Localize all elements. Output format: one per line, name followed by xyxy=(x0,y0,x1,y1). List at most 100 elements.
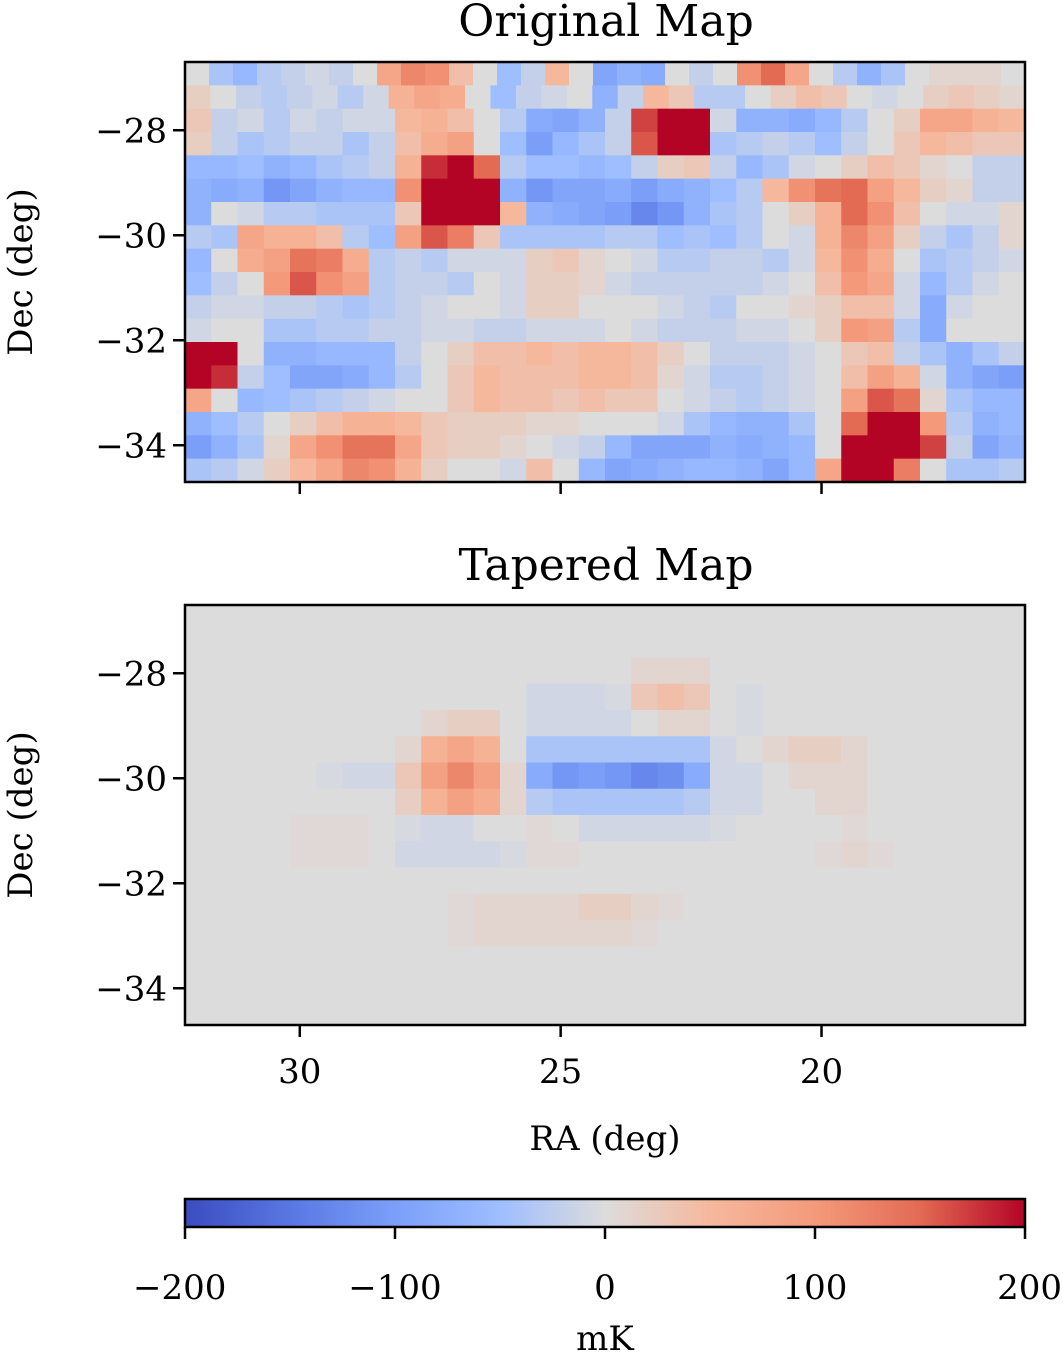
heatmap-cell xyxy=(867,946,895,974)
x-tick-label: 20 xyxy=(800,1052,843,1092)
heatmap-cell xyxy=(920,318,947,343)
heatmap-cell xyxy=(237,762,265,790)
heatmap-cell xyxy=(473,631,501,659)
heatmap-cell xyxy=(762,458,790,483)
heatmap-cell xyxy=(605,998,632,1026)
heatmap-cell xyxy=(788,946,816,974)
heatmap-cell xyxy=(185,683,212,711)
heatmap-cell xyxy=(788,736,816,764)
heatmap-cell xyxy=(736,815,764,842)
heatmap-cell xyxy=(237,946,265,974)
heatmap-cell xyxy=(867,108,895,133)
heatmap-cell xyxy=(867,272,895,296)
heatmap-cell xyxy=(552,155,580,180)
heatmap-cell xyxy=(710,841,737,869)
heatmap-cell xyxy=(526,435,554,460)
heatmap-cell xyxy=(631,202,659,226)
heatmap-cell xyxy=(447,178,475,203)
heatmap-cell xyxy=(290,202,317,226)
heatmap-cell xyxy=(211,815,239,842)
heatmap-cell xyxy=(893,683,921,711)
heatmap-cell xyxy=(500,683,527,711)
heatmap-cell xyxy=(395,683,422,711)
heatmap-cell xyxy=(290,225,317,250)
heatmap-cell xyxy=(631,108,659,133)
heatmap-cell xyxy=(841,225,869,250)
heatmap-cell xyxy=(815,657,842,685)
heatmap-cell xyxy=(500,657,527,685)
heatmap-cell xyxy=(762,318,790,343)
heatmap-cell xyxy=(578,683,606,711)
heatmap-cell xyxy=(972,178,1000,203)
heatmap-cell xyxy=(185,132,212,156)
heatmap-cell xyxy=(788,225,816,250)
heatmap-cell xyxy=(605,867,632,895)
heatmap-cell xyxy=(920,867,947,895)
heatmap-cell xyxy=(211,225,239,250)
heatmap-cell xyxy=(552,412,580,436)
heatmap-cell xyxy=(631,272,659,296)
heatmap-cell xyxy=(237,132,265,156)
heatmap-cell xyxy=(395,893,422,921)
heatmap-cell xyxy=(473,132,501,156)
heatmap-cell xyxy=(745,85,772,110)
heatmap-cell xyxy=(972,605,1000,632)
heatmap-cell xyxy=(946,762,974,790)
heatmap-cell xyxy=(605,202,632,226)
heatmap-cell xyxy=(316,920,344,947)
heatmap-cell xyxy=(395,920,422,947)
heatmap-cell xyxy=(552,202,580,226)
heatmap-cell xyxy=(762,132,790,156)
heatmap-cell xyxy=(893,605,921,632)
heatmap-cell xyxy=(841,388,869,413)
heatmap-cell xyxy=(500,318,527,343)
heatmap-cell xyxy=(762,815,790,842)
heatmap-cell xyxy=(683,710,711,737)
heatmap-cell xyxy=(841,788,869,816)
heatmap-cell xyxy=(867,893,895,921)
heatmap-cell xyxy=(710,605,737,632)
heatmap-cell xyxy=(447,841,475,869)
heatmap-cell xyxy=(946,388,974,413)
heatmap-cell xyxy=(235,85,262,110)
heatmap-cell xyxy=(447,458,475,483)
heatmap-cell xyxy=(605,435,632,460)
x-axis-label-tapered: RA (deg) xyxy=(529,1119,680,1159)
heatmap-cell xyxy=(665,62,690,86)
heatmap-cell xyxy=(578,841,606,869)
heatmap-cell xyxy=(972,412,1000,436)
heatmap-cell xyxy=(473,388,501,413)
heatmap-cell xyxy=(736,736,764,764)
heatmap-cell xyxy=(263,920,291,947)
heatmap-cell xyxy=(657,132,685,156)
heatmap-cell xyxy=(788,272,816,296)
heatmap-cell xyxy=(972,435,1000,460)
heatmap-cell xyxy=(841,841,869,869)
heatmap-cell xyxy=(762,631,790,659)
heatmap-cell xyxy=(788,248,816,273)
heatmap-cell xyxy=(421,893,449,921)
heatmap-cell xyxy=(683,867,711,895)
heatmap-cell xyxy=(736,202,764,226)
heatmap-cell xyxy=(788,631,816,659)
heatmap-cell xyxy=(316,155,344,180)
heatmap-cell xyxy=(316,225,344,250)
heatmap-cell xyxy=(395,788,422,816)
x-tick-label: 30 xyxy=(278,1052,321,1092)
heatmap-cell xyxy=(500,225,527,250)
heatmap-cell xyxy=(736,388,764,413)
heatmap-cell xyxy=(578,342,606,366)
heatmap-cell xyxy=(946,365,974,390)
heatmap-cell xyxy=(421,202,449,226)
heatmap-cell xyxy=(211,365,239,390)
heatmap-cell xyxy=(683,272,711,296)
heatmap-cell xyxy=(710,388,737,413)
heatmap-cell xyxy=(552,225,580,250)
heatmap-cell xyxy=(920,893,947,921)
heatmap-cell xyxy=(395,657,422,685)
heatmap-cell xyxy=(237,998,265,1026)
heatmap-cell xyxy=(920,736,947,764)
heatmap-cell xyxy=(290,318,317,343)
heatmap-cell xyxy=(578,202,606,226)
heatmap-cell xyxy=(578,132,606,156)
